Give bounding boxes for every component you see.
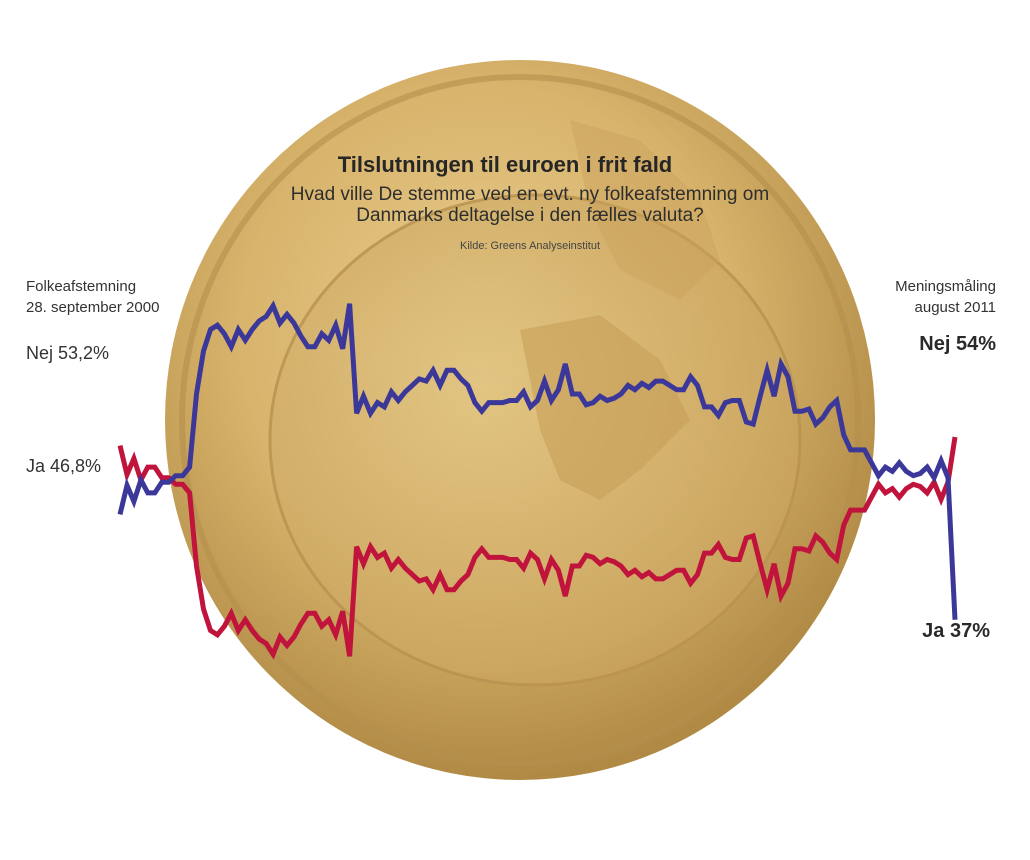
series-line-ja [117,300,958,620]
end-ja-label: Ja 37% [922,620,990,642]
chart-title: Tilslutningen til euroen i frit fald [337,152,673,177]
end-nej-label: Nej 54% [919,333,996,355]
start-note-line1: Folkeafstemning [26,278,137,295]
chart-subtitle: Hvad ville De stemme ved en evt. ny folk… [290,184,770,226]
series-line-nej [117,436,958,660]
chart-source: Kilde: Greens Analyseinstitut [459,240,601,252]
end-note-line1: Meningsmåling [895,278,996,295]
start-nej-label: Nej 53,2% [26,343,110,363]
start-ja-label: Ja 46,8% [26,456,102,476]
start-note-line2: 28. september 2000 [26,299,160,316]
end-note-line2: august 2011 [914,299,996,316]
start-note: Folkeafstemning 28. september 2000 [26,276,159,318]
end-note: Meningsmåling august 2011 [895,276,996,318]
